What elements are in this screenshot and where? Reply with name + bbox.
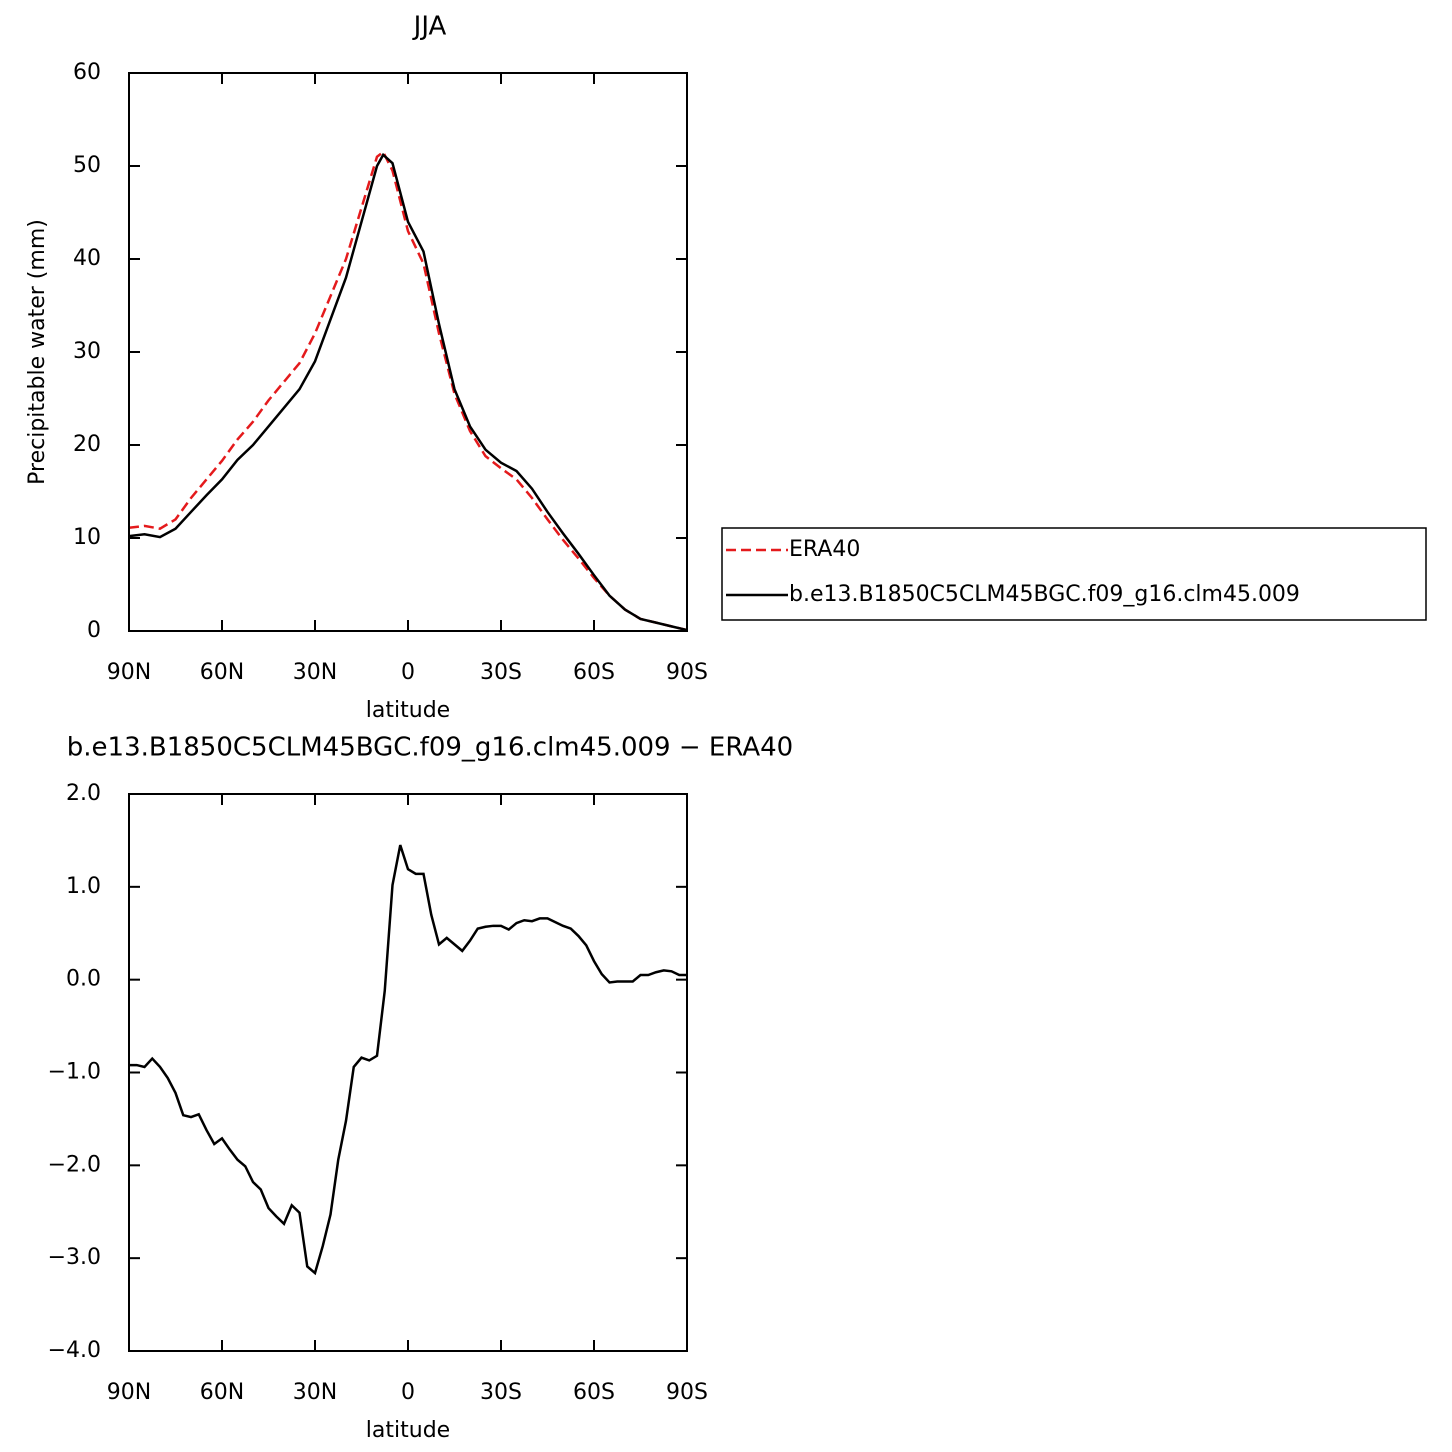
plot-frame	[128, 72, 688, 632]
legend-label: b.e13.B1850C5CLM45BGC.f09_g16.clm45.009	[789, 582, 1300, 607]
y-axis-label: Precipitable water (mm)	[25, 219, 50, 485]
x-tick-label: 90S	[666, 660, 708, 685]
x-tick-label: 90S	[666, 1380, 708, 1405]
x-tick-label: 90N	[107, 1380, 151, 1405]
y-tick-label: 0	[87, 618, 101, 643]
y-tick-label: −4.0	[48, 1338, 101, 1363]
x-axis-label: latitude	[366, 1418, 450, 1443]
x-tick-label: 0	[401, 1380, 415, 1405]
x-tick-label: 60N	[200, 1380, 244, 1405]
y-tick-label: −2.0	[48, 1152, 101, 1177]
legend-box	[721, 527, 1427, 621]
y-tick-label: 50	[73, 153, 101, 178]
y-tick-label: 20	[73, 432, 101, 457]
x-tick-label: 60S	[573, 660, 615, 685]
chart-title: b.e13.B1850C5CLM45BGC.f09_g16.clm45.009 …	[67, 733, 793, 763]
x-tick-label: 60N	[200, 660, 244, 685]
y-tick-label: 1.0	[66, 874, 101, 899]
legend-label: ERA40	[789, 537, 860, 562]
x-tick-label: 30S	[480, 660, 522, 685]
x-tick-label: 0	[401, 660, 415, 685]
chart-title: JJA	[412, 12, 447, 42]
y-tick-label: 10	[73, 525, 101, 550]
x-tick-label: 60S	[573, 1380, 615, 1405]
x-tick-label: 30S	[480, 1380, 522, 1405]
plot-frame	[128, 793, 688, 1352]
x-tick-label: 30N	[293, 1380, 337, 1405]
y-axis-label: Precipitable water (mm)	[25, 940, 50, 1206]
x-tick-label: 30N	[293, 660, 337, 685]
y-tick-label: −3.0	[48, 1245, 101, 1270]
y-tick-label: 0.0	[66, 967, 101, 992]
y-tick-label: 2.0	[66, 781, 101, 806]
y-tick-label: 30	[73, 339, 101, 364]
y-tick-label: −1.0	[48, 1060, 101, 1085]
data-line	[129, 844, 687, 1276]
x-tick-label: 90N	[107, 660, 151, 685]
y-tick-label: 40	[73, 246, 101, 271]
data-line	[128, 150, 688, 632]
data-line	[128, 152, 688, 632]
y-tick-label: 60	[73, 60, 101, 85]
x-axis-label: latitude	[366, 698, 450, 723]
